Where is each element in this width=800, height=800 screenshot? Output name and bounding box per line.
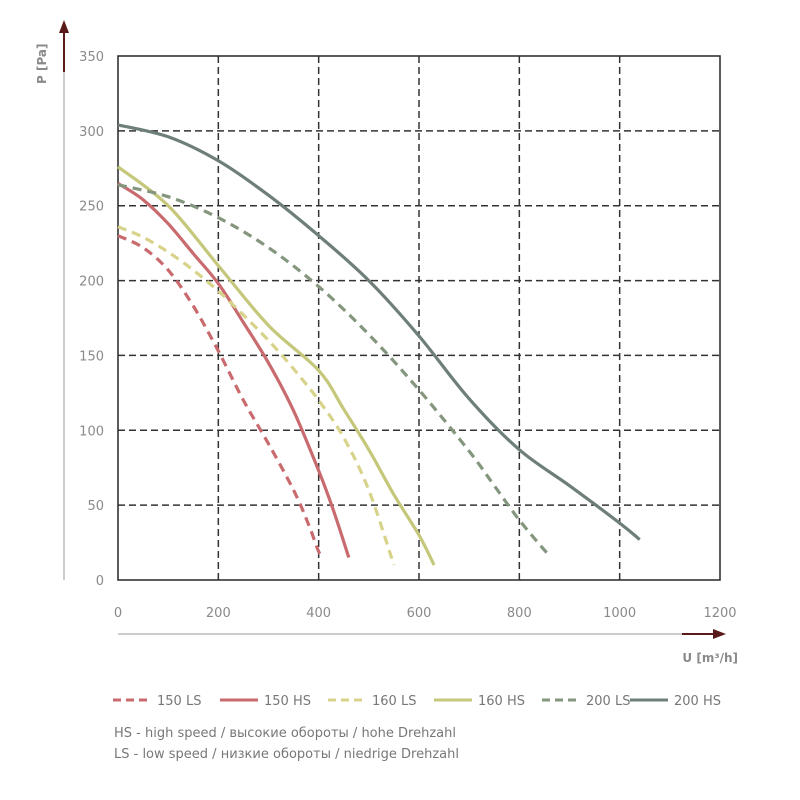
y-tick-label: 0 — [96, 574, 104, 589]
y-tick-label: 150 — [79, 349, 104, 364]
legend-label: 200 HS — [674, 694, 721, 709]
grid — [118, 56, 720, 580]
x-tick-label: 800 — [507, 606, 532, 621]
legend: 150 LS 150 HS 160 LS 160 HS 200 LS 200 HS — [113, 694, 721, 709]
legend-label: 150 LS — [157, 694, 201, 709]
series-line-160-ls — [117, 225, 396, 566]
x-tick-label: 1200 — [703, 606, 736, 621]
x-tick-label: 600 — [407, 606, 432, 621]
x-tick-label: 400 — [306, 606, 331, 621]
x-tick-label: 0 — [114, 606, 122, 621]
ls-note: LS - low speed / низкие обороты / niedri… — [114, 747, 459, 762]
y-axis-arrowhead — [59, 20, 69, 33]
series-lines — [117, 123, 641, 566]
y-tick-label: 50 — [87, 499, 104, 514]
legend-label: 150 HS — [264, 694, 311, 709]
series-line-200-hs — [117, 123, 641, 541]
plot-border — [117, 55, 721, 581]
legend-label: 200 LS — [586, 694, 630, 709]
tick-labels: 0 200 400 600 800 1000 1200 0 50 100 150 200 250 300 3… — [79, 50, 736, 621]
y-tick-label: 100 — [79, 424, 104, 439]
series-line-150-hs — [117, 181, 351, 558]
y-tick-label: 200 — [79, 275, 104, 290]
legend-label: 160 LS — [372, 694, 416, 709]
y-tick-label: 300 — [79, 125, 104, 140]
plot-frame — [117, 55, 721, 581]
hs-note: HS - high speed / высокие обороты / hohe… — [114, 726, 456, 741]
legend-label: 160 HS — [478, 694, 525, 709]
x-tick-label: 1000 — [603, 606, 636, 621]
x-tick-label: 200 — [206, 606, 231, 621]
series-line-200-ls — [117, 183, 551, 556]
x-axis-label: U [m³/h] — [682, 651, 738, 665]
y-tick-label: 350 — [79, 50, 104, 65]
y-axis-label: P [Pa] — [35, 43, 49, 84]
series-line-160-hs — [117, 165, 436, 566]
y-tick-label: 250 — [79, 200, 104, 215]
x-axis-arrowhead — [713, 629, 726, 639]
series-line-150-ls — [117, 234, 325, 559]
